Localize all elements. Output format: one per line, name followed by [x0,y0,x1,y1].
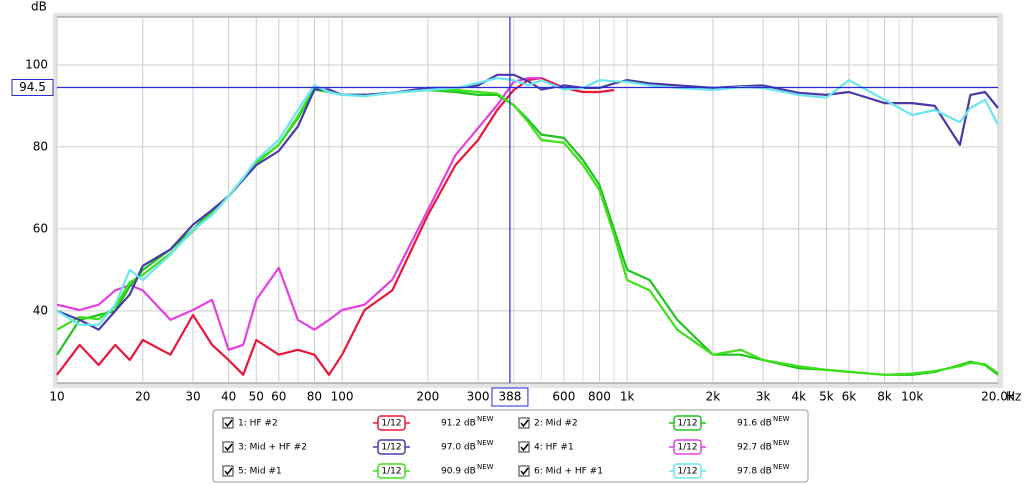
legend-label[interactable]: 1: HF #2 [238,419,278,429]
y-tick-label: 40 [33,303,48,317]
x-tick-label: 100 [331,390,354,404]
smoothing-label: 1/12 [381,443,401,453]
series-line [56,73,999,331]
checkbox[interactable] [518,441,530,453]
cursor-label-box [11,78,54,96]
cursor-label-box [491,387,529,407]
x-tick-label: 50 [249,390,264,404]
checkbox[interactable] [518,417,530,429]
checkmark [520,419,529,428]
x-tick-label: 20.0k [981,390,1015,404]
legend-badge: NEW [773,415,790,423]
checkmark [224,419,233,428]
legend-readout: 97.0 dB [441,443,476,453]
x-tick-label: 8k [877,390,892,404]
checkmark [520,443,529,452]
legend-label[interactable]: 3: Mid + HF #2 [238,443,307,453]
legend-badge: NEW [773,439,790,447]
legend-badge: NEW [477,439,494,447]
x-tick-label: 200 [416,390,439,404]
x-tick-label: 10 [49,390,64,404]
legend-label[interactable]: 6: Mid + HF #1 [534,467,603,477]
x-tick-label: 600 [552,390,575,404]
cursor-label: 94.5 [19,80,46,94]
y-tick-label: 80 [33,139,48,153]
checkbox[interactable] [222,441,234,453]
legend-badge: NEW [477,415,494,423]
smoothing-box[interactable] [673,439,702,455]
smoothing-box[interactable] [673,463,702,479]
x-tick-label: 10k [901,390,923,404]
smoothing-label: 1/12 [677,443,697,453]
legend-label[interactable]: 5: Mid #1 [238,467,282,477]
smoothing-label: 1/12 [381,467,401,477]
smoothing-label: 1/12 [677,419,697,429]
x-tick-label: 5k [819,390,834,404]
legend-readout: 91.2 dB [441,419,476,429]
x-tick-label: 2k [706,390,721,404]
smoothing-box[interactable] [673,415,702,431]
legend-readout: 97.8 dB [737,467,772,477]
legend: 1: HF #2 1/12 91.2 dB NEW 2: Mid #2 1/12 91.6 … [222,415,790,479]
x-tick-label: 3k [756,390,771,404]
series-line [56,77,542,351]
checkmark [224,467,233,476]
x-tick-label: 1k [620,390,635,404]
x-tick-label: 30 [185,390,200,404]
legend-badge: NEW [477,463,494,471]
legend-badge: NEW [773,463,790,471]
series-line [56,77,615,376]
smoothing-box[interactable] [377,439,406,455]
x-tick-label: 20 [135,390,150,404]
x-tick-label: 800 [588,390,611,404]
y-tick-label: 60 [33,221,48,235]
cursor-label: 388 [498,390,521,404]
smoothing-box[interactable] [377,463,406,479]
legend-readout: 91.6 dB [737,419,772,429]
checkbox[interactable] [518,465,530,477]
series-line [56,77,999,326]
y-tick-label: 100 [25,57,48,71]
x-tick-label: 60 [271,390,286,404]
checkbox[interactable] [222,465,234,477]
checkbox[interactable] [222,417,234,429]
smoothing-label: 1/12 [381,419,401,429]
x-tick-label: 6k [842,390,857,404]
legend-label[interactable]: 2: Mid #2 [534,419,578,429]
x-tick-label: 80 [307,390,322,404]
smoothing-box[interactable] [377,415,406,431]
x-tick-label: 40 [221,390,236,404]
smoothing-label: 1/12 [677,467,697,477]
legend-readout: 92.7 dB [737,443,772,453]
checkmark [224,443,233,452]
y-axis-label: dB [31,0,47,14]
legend-box [212,409,809,483]
checkmark [520,467,529,476]
x-axis-label: Hz [1006,390,1021,404]
legend-label[interactable]: 4: HF #1 [534,443,574,453]
x-tick-label: 300 [467,390,490,404]
x-tick-label: 4k [791,390,806,404]
plot-area [56,16,999,384]
legend-readout: 90.9 dB [441,467,476,477]
